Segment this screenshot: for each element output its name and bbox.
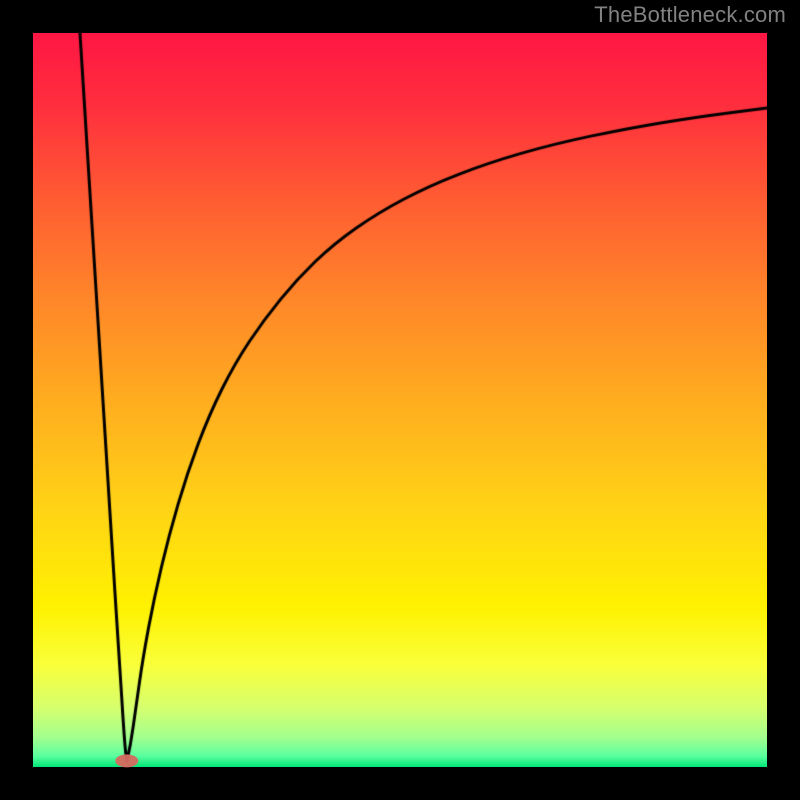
curve-canvas: [33, 33, 767, 767]
watermark-text: TheBottleneck.com: [594, 2, 786, 28]
chart-container: { "meta": { "watermark": "TheBottleneck.…: [0, 0, 800, 800]
plot-area: [33, 33, 767, 767]
